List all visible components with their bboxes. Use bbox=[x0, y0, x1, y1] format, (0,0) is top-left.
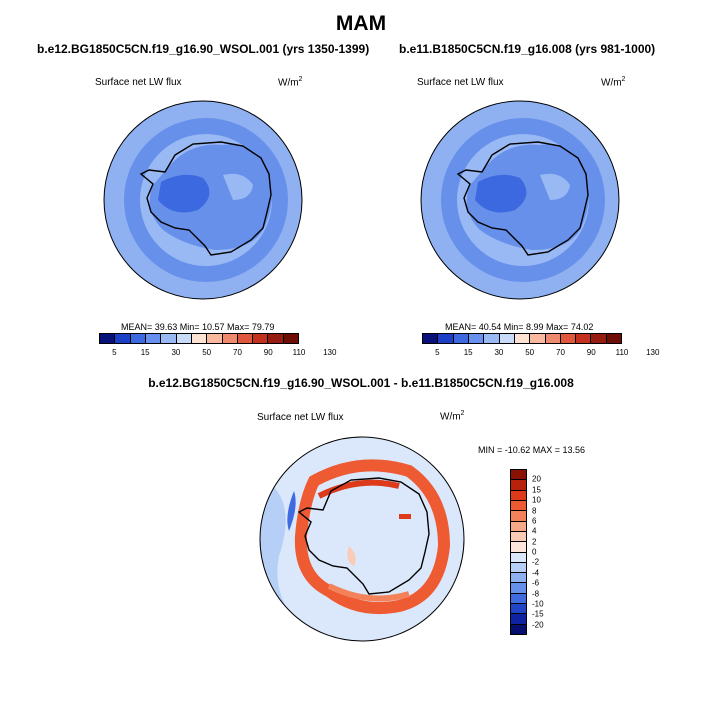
colorbar-swatch bbox=[222, 334, 238, 343]
colorbar-swatch bbox=[511, 490, 526, 501]
colorbar-tick-label: -6 bbox=[532, 578, 540, 588]
colorbar-swatch bbox=[191, 334, 208, 343]
colorbar-tick-label: -10 bbox=[532, 599, 544, 609]
colorbar-tick-label: 70 bbox=[556, 348, 565, 357]
colorbar-tick-label: 10 bbox=[532, 495, 541, 505]
colorbar-swatch bbox=[145, 334, 162, 343]
colorbar-swatch bbox=[423, 334, 439, 343]
panel1-colorbar-ticks: 5 15 30 50 70 90 110 130 bbox=[99, 348, 336, 360]
colorbar-tick-label: -8 bbox=[532, 589, 540, 598]
colorbar-swatch bbox=[511, 542, 526, 553]
colorbar-swatch bbox=[514, 334, 531, 343]
panel1-polar-map bbox=[103, 100, 303, 300]
colorbar-tick-label: -20 bbox=[532, 620, 544, 630]
panel2-units-label: W/m2 bbox=[601, 76, 626, 89]
panel3-stats: MIN = -10.62 MAX = 13.56 bbox=[478, 445, 586, 455]
panel2-title: b.e11.B1850C5CN.f19_g16.008 (yrs 981-100… bbox=[399, 42, 656, 56]
colorbar-tick-label: 5 bbox=[112, 348, 117, 357]
colorbar-swatch bbox=[560, 334, 577, 343]
panel3-variable-label: Surface net LW flux bbox=[257, 412, 344, 423]
colorbar-tick-label: -2 bbox=[532, 557, 540, 567]
colorbar-swatch bbox=[207, 334, 223, 343]
colorbar-swatch bbox=[283, 334, 299, 343]
colorbar-swatch bbox=[511, 521, 526, 532]
colorbar-swatch bbox=[176, 334, 192, 343]
colorbar-swatch bbox=[161, 334, 177, 343]
colorbar-swatch bbox=[511, 511, 526, 522]
colorbar-swatch bbox=[530, 334, 546, 343]
colorbar-tick-label: 110 bbox=[615, 348, 629, 357]
panel1-title: b.e12.BG1850C5CN.f19_g16.90_WSOL.001 (yr… bbox=[37, 42, 370, 56]
colorbar-swatch bbox=[591, 334, 607, 343]
panel1-stats: MEAN= 39.63 Min= 10.57 Max= 79.79 bbox=[121, 322, 275, 332]
colorbar-tick-label: 15 bbox=[463, 348, 473, 357]
colorbar-swatch bbox=[253, 334, 269, 343]
colorbar-tick-label: 2 bbox=[532, 537, 537, 547]
panel2-stats: MEAN= 40.54 Min= 8.99 Max= 74.02 bbox=[445, 322, 594, 332]
colorbar-swatch bbox=[511, 562, 526, 574]
panel2-variable-label: Surface net LW flux bbox=[417, 77, 504, 88]
panel2-polar-map bbox=[420, 100, 620, 300]
colorbar-swatch bbox=[511, 470, 526, 481]
panel3-antarctica-coastline bbox=[297, 477, 430, 595]
colorbar-tick-label: -15 bbox=[532, 609, 544, 619]
colorbar-swatch bbox=[511, 480, 526, 491]
colorbar-tick-label: 4 bbox=[532, 526, 537, 536]
colorbar-tick-label: 50 bbox=[525, 348, 535, 357]
colorbar-swatch bbox=[438, 334, 454, 343]
colorbar-swatch bbox=[576, 334, 592, 343]
colorbar-swatch bbox=[115, 334, 131, 343]
colorbar-swatch bbox=[453, 334, 469, 343]
panel1-units-label: W/m2 bbox=[278, 76, 303, 89]
panel2-antarctica-coastline bbox=[456, 141, 589, 256]
panel3-colorbar bbox=[510, 469, 527, 635]
colorbar-swatch bbox=[468, 334, 485, 343]
colorbar-swatch bbox=[545, 334, 561, 343]
panel2-colorbar-ticks: 5 15 30 50 70 90 110 130 bbox=[422, 348, 659, 360]
colorbar-tick-label: 0 bbox=[532, 547, 537, 557]
panel3-polar-map bbox=[259, 436, 465, 642]
panel3-colorbar-ticks: 20 15 10 8 6 4 2 0 -2 -4 -6 -8 -10 -15 -20 bbox=[532, 469, 562, 635]
colorbar-swatch bbox=[484, 334, 500, 343]
colorbar-swatch bbox=[130, 334, 146, 343]
panel1-colorbar bbox=[99, 333, 299, 344]
colorbar-tick-label: 20 bbox=[532, 474, 541, 484]
colorbar-tick-label: 8 bbox=[532, 506, 537, 515]
panel3-units-label: W/m2 bbox=[440, 410, 465, 423]
colorbar-tick-label: 5 bbox=[435, 348, 440, 357]
colorbar-tick-label: 30 bbox=[494, 348, 504, 357]
colorbar-swatch bbox=[511, 552, 526, 563]
colorbar-tick-label: 130 bbox=[323, 348, 337, 357]
colorbar-swatch bbox=[511, 500, 526, 512]
colorbar-tick-label: 50 bbox=[202, 348, 212, 357]
colorbar-tick-label: 90 bbox=[586, 348, 596, 357]
panel1-variable-label: Surface net LW flux bbox=[95, 77, 182, 88]
colorbar-swatch bbox=[268, 334, 284, 343]
panel2-colorbar bbox=[422, 333, 622, 344]
colorbar-tick-label: 15 bbox=[532, 485, 541, 495]
colorbar-swatch bbox=[511, 624, 526, 634]
colorbar-swatch bbox=[511, 604, 526, 615]
colorbar-swatch bbox=[511, 531, 526, 543]
panel3-title: b.e12.BG1850C5CN.f19_g16.90_WSOL.001 - b… bbox=[148, 376, 574, 390]
colorbar-swatch bbox=[237, 334, 254, 343]
colorbar-tick-label: 90 bbox=[263, 348, 273, 357]
colorbar-swatch bbox=[511, 614, 526, 625]
panel1-antarctica-coastline bbox=[139, 141, 272, 256]
colorbar-tick-label: 30 bbox=[171, 348, 181, 357]
colorbar-tick-label: 130 bbox=[646, 348, 660, 357]
colorbar-swatch bbox=[100, 334, 116, 343]
colorbar-tick-label: 6 bbox=[532, 516, 537, 526]
colorbar-swatch bbox=[511, 583, 526, 594]
colorbar-swatch bbox=[511, 593, 526, 605]
colorbar-tick-label: 70 bbox=[233, 348, 242, 357]
colorbar-tick-label: 15 bbox=[140, 348, 150, 357]
figure-title: MAM bbox=[335, 12, 387, 35]
colorbar-swatch bbox=[606, 334, 622, 343]
colorbar-tick-label: 110 bbox=[292, 348, 306, 357]
colorbar-swatch bbox=[499, 334, 515, 343]
colorbar-swatch bbox=[511, 573, 526, 584]
colorbar-tick-label: -4 bbox=[532, 568, 540, 578]
